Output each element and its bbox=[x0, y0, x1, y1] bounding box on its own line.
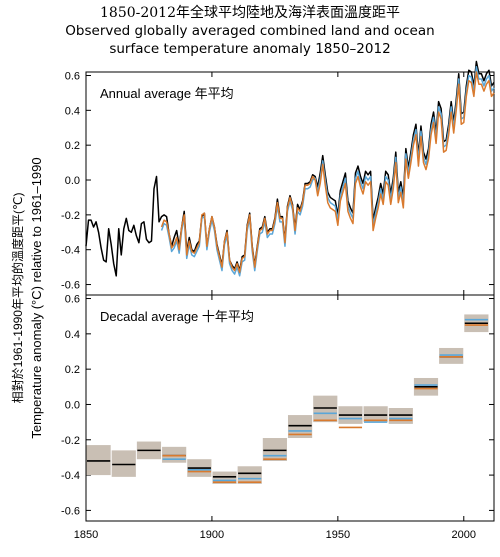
uncertainty-box bbox=[162, 446, 187, 463]
uncertainty-box bbox=[363, 406, 388, 423]
x-tick-label: 2000 bbox=[452, 529, 476, 541]
x-tick-label: 1850 bbox=[74, 529, 98, 541]
uncertainty-box bbox=[313, 395, 338, 423]
uncertainty-box bbox=[86, 445, 111, 476]
y-tick-label: -0.2 bbox=[61, 435, 80, 447]
plot-frame bbox=[85, 71, 495, 296]
y-tick-label: 0.0 bbox=[65, 175, 80, 187]
uncertainty-box bbox=[287, 415, 313, 439]
y-tick-label: 0.4 bbox=[65, 105, 80, 117]
series-line-black bbox=[85, 60, 495, 277]
chart-title-english-line2: surface temperature anomaly 1850–2012 bbox=[109, 41, 391, 57]
y-tick-label: -0.6 bbox=[61, 505, 80, 517]
y-tick-label: 0.6 bbox=[65, 294, 80, 306]
y-tick-label: 0.6 bbox=[65, 70, 80, 82]
series-line-orange bbox=[160, 71, 495, 274]
y-tick-label: -0.4 bbox=[61, 245, 80, 257]
y-tick-label: 0.0 bbox=[65, 399, 80, 411]
y-tick-label: 0.2 bbox=[65, 140, 80, 152]
x-tick-label: 1900 bbox=[200, 529, 224, 541]
y-tick-label: -0.4 bbox=[61, 470, 80, 482]
y-axis-label-english: Temperature anomaly (°C) relative to 196… bbox=[29, 157, 44, 438]
uncertainty-box bbox=[111, 450, 136, 477]
y-axis-label-chinese: 相對於1961-1990年平均的溫度距平(℃) bbox=[10, 193, 25, 404]
annual-panel: -0.6 -0.4 -0.2 0.0 0.2 0.4 0.6 Annual average 年… bbox=[61, 60, 495, 296]
uncertainty-box bbox=[388, 408, 413, 424]
panel-label: Annual average 年平均 bbox=[100, 86, 234, 101]
panel-label: Decadal average 十年平均 bbox=[100, 309, 254, 324]
y-tick-label: 0.2 bbox=[65, 364, 80, 376]
y-axis-labels: 相對於1961-1990年平均的溫度距平(℃) Temperature anom… bbox=[10, 157, 44, 438]
decadal-panel: -0.6 -0.4 -0.2 0.0 0.2 0.4 0.6 Decadal average … bbox=[61, 294, 495, 541]
plot-frame bbox=[85, 294, 495, 522]
x-tick-label: 1950 bbox=[326, 529, 350, 541]
uncertainty-box bbox=[237, 466, 262, 484]
y-tick-label: -0.6 bbox=[61, 280, 80, 292]
uncertainty-box bbox=[439, 347, 464, 364]
y-tick-label: -0.2 bbox=[61, 210, 80, 222]
uncertainty-box bbox=[262, 438, 287, 461]
chart-title-english-line1: Observed globally averaged combined land… bbox=[65, 23, 435, 39]
y-tick-label: 0.4 bbox=[65, 329, 80, 341]
chart-title-chinese: 1850-2012年全球平均陸地及海洋表面溫度距平 bbox=[100, 5, 400, 21]
title-block: 1850-2012年全球平均陸地及海洋表面溫度距平 Observed globa… bbox=[0, 4, 500, 58]
